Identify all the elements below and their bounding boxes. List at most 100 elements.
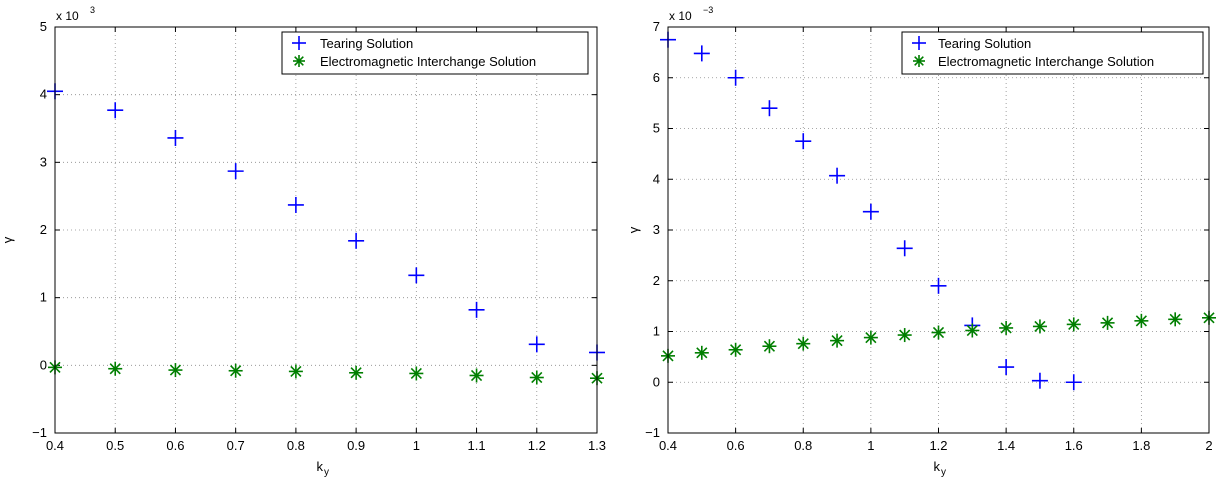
- interchange-point: [349, 365, 364, 380]
- x-tick-label: 1: [413, 438, 420, 453]
- y-axis-label: γ: [626, 226, 641, 233]
- y-tick-label: 5: [653, 121, 660, 136]
- interchange-point-d2: [763, 340, 776, 352]
- tearing-point: [287, 196, 304, 213]
- plot-frame: [667, 26, 1210, 434]
- interchange-point: [999, 320, 1014, 335]
- tearing-point: [930, 277, 947, 294]
- interchange-point-d2: [932, 326, 945, 339]
- x-tick-label: 1.6: [1065, 438, 1083, 453]
- interchange-point-d2: [169, 364, 182, 376]
- interchange-point: [288, 364, 303, 379]
- tearing-point: [896, 240, 913, 257]
- left-chart: 0.4 0.5 0.6 0.7 0.8 0.9 1 1.1 1.2 1.3 −1 0 1 2 3 4 5 x 1…: [0, 5, 606, 478]
- interchange-point: [796, 336, 811, 351]
- tearing-point: [1065, 374, 1082, 391]
- interchange-point-d2: [531, 371, 543, 384]
- y-tick-label: −1: [645, 425, 660, 440]
- interchange-point: [469, 368, 484, 383]
- y-tick-label: 0: [653, 374, 660, 389]
- x-tick-label: 0.4: [659, 438, 677, 453]
- x-tick-label: 0.8: [794, 438, 812, 453]
- tearing-point: [1031, 372, 1048, 389]
- legend-asterisk-marker-d2: [294, 56, 304, 66]
- interchange-point-d2: [831, 335, 843, 347]
- y-tick-label: 6: [653, 70, 660, 85]
- legend-label-tearing: Tearing Solution: [320, 36, 413, 51]
- tearing-point: [761, 100, 778, 117]
- interchange-point-d2: [1101, 317, 1114, 329]
- interchange-point: [931, 325, 946, 340]
- interchange-point: [830, 333, 845, 348]
- x-axis-label-subscript: y: [324, 467, 329, 478]
- x-axis-label-subscript: y: [941, 467, 946, 478]
- interchange-point-d2: [1034, 320, 1046, 333]
- plot-area: [55, 27, 597, 433]
- tick-labels: 0.4 0.6 0.8 1 1.2 1.4 1.6 1.8 2 −1 0 1 2 3 4 5 6 7: [645, 19, 1212, 453]
- legend-plus-marker: [292, 36, 306, 50]
- y-tick-label: −1: [32, 425, 47, 440]
- legend-asterisk-marker-d2: [914, 56, 924, 66]
- interchange-point: [1032, 319, 1047, 334]
- interchange-point: [108, 361, 123, 376]
- interchange-point: [228, 363, 243, 378]
- exponent-label: x 10: [56, 9, 79, 23]
- x-axis-label: k: [934, 459, 941, 474]
- x-tick-label: 1.1: [468, 438, 486, 453]
- y-tick-label: 2: [653, 273, 660, 288]
- interchange-point: [762, 339, 777, 354]
- interchange-point-d2: [350, 367, 362, 379]
- legend-box: [901, 31, 1204, 75]
- interchange-point: [863, 330, 878, 345]
- interchange-point-d2: [470, 369, 483, 382]
- interchange-point-d2: [410, 367, 422, 380]
- legend-asterisk-marker: [293, 55, 305, 67]
- tearing-point: [727, 69, 744, 86]
- tearing-point: [107, 102, 124, 119]
- interchange-point: [409, 366, 424, 381]
- x-tick-label: 0.4: [46, 438, 64, 453]
- interchange-point-d2: [899, 329, 911, 341]
- interchange-point-d2: [1000, 322, 1012, 334]
- tearing-point: [795, 133, 812, 150]
- exponent-power: 3: [90, 5, 95, 15]
- x-tick-label: 0.6: [727, 438, 745, 453]
- y-tick-label: 5: [40, 19, 47, 34]
- x-tick-label: 0.6: [166, 438, 184, 453]
- interchange-point-d2: [730, 344, 742, 356]
- tearing-point: [408, 267, 425, 284]
- y-tick-label: 4: [653, 171, 660, 186]
- y-tick-label: 1: [40, 290, 47, 305]
- interchange-point-d2: [1135, 315, 1147, 327]
- tick-labels: 0.4 0.5 0.6 0.7 0.8 0.9 1 1.1 1.2 1.3 −1 0 1 2 3 4 5: [32, 19, 606, 453]
- data-marks: [660, 31, 1216, 391]
- legend: Tearing Solution Electromagnetic Interch…: [281, 31, 589, 75]
- interchange-point: [1100, 315, 1115, 330]
- y-tick-label: 0: [40, 357, 47, 372]
- x-tick-label: 1: [867, 438, 874, 453]
- interchange-point-d2: [1068, 318, 1080, 331]
- tearing-point: [829, 167, 846, 184]
- interchange-point-d2: [966, 324, 978, 337]
- tearing-point: [167, 129, 184, 146]
- interchange-point-d2: [290, 365, 302, 378]
- interchange-point-d2: [865, 331, 877, 344]
- x-tick-label: 1.4: [997, 438, 1015, 453]
- x-tick-label: 0.8: [287, 438, 305, 453]
- legend-box: [281, 31, 589, 75]
- interchange-point-d2: [696, 347, 708, 359]
- legend-marker-tearing: [912, 36, 926, 50]
- interchange-point: [965, 323, 980, 338]
- y-tick-label: 3: [653, 222, 660, 237]
- tearing-point: [693, 45, 710, 62]
- legend: Tearing Solution Electromagnetic Interch…: [901, 31, 1204, 75]
- legend-asterisk-marker: [913, 55, 925, 67]
- interchange-point-d2: [109, 363, 121, 375]
- interchange-point: [897, 328, 912, 343]
- plot-area: [668, 27, 1209, 433]
- legend-marker-interchange: [913, 55, 925, 67]
- interchange-point: [694, 345, 709, 360]
- interchange-point: [1134, 313, 1149, 328]
- tearing-point: [227, 163, 244, 180]
